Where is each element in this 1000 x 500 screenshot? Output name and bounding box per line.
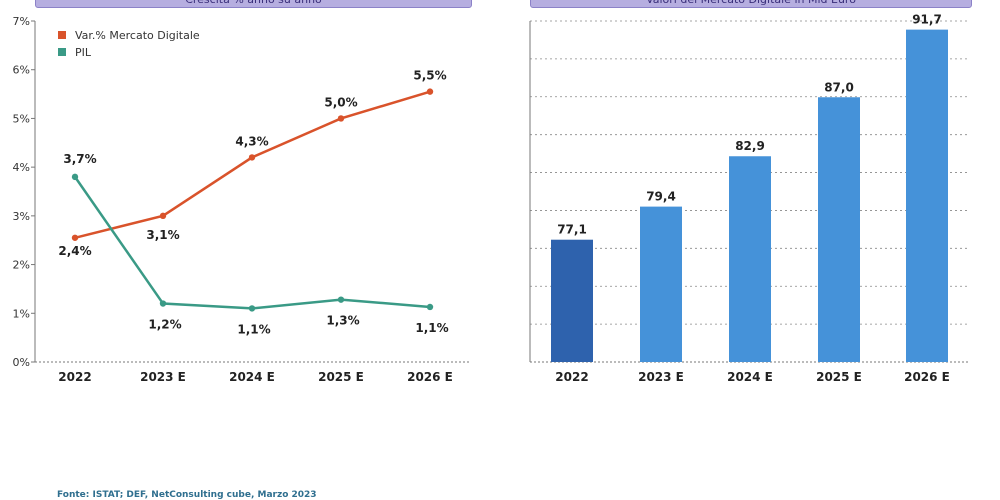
bar	[551, 239, 593, 362]
line-chart-y-tick-label: 4%	[13, 161, 30, 174]
line-chart-title: Crescita % anno su anno	[35, 0, 472, 8]
data-point	[248, 154, 256, 161]
line-chart-x-tick-label: 2022	[58, 370, 91, 384]
series-line-pil	[73, 176, 431, 310]
bar-chart-x-tick-label: 2026 E	[904, 370, 950, 384]
data-point	[71, 173, 79, 181]
line-chart-x-tick-label: 2023 E	[140, 370, 186, 384]
data-point	[248, 305, 256, 312]
bar-chart-x-tick-label: 2024 E	[727, 370, 773, 384]
data-label: 1,1%	[237, 322, 270, 336]
data-label: 5,5%	[413, 69, 446, 83]
data-label: 2,4%	[58, 244, 91, 258]
bar-value-label: 87,0	[824, 80, 854, 94]
legend-swatch-mercato-digitale	[58, 31, 66, 39]
bar-value-label: 82,9	[735, 139, 765, 153]
bar	[906, 29, 948, 363]
series-line-mercato-digitale	[74, 90, 431, 239]
data-point	[426, 88, 434, 95]
bar	[818, 97, 860, 362]
line-chart-x-tick-label: 2026 E	[407, 370, 453, 384]
bar-chart-x-tick-label: 2025 E	[816, 370, 862, 384]
data-label: 3,1%	[146, 228, 179, 242]
line-chart-x-tick-label: 2024 E	[229, 370, 275, 384]
line-chart-y-tick-label: 0%	[13, 356, 30, 369]
line-chart-y-tick-label: 2%	[13, 259, 30, 272]
data-point	[337, 296, 345, 303]
bar-value-label: 91,7	[912, 13, 942, 27]
bar-chart-x-tick-label: 2022	[555, 370, 588, 384]
bar	[729, 156, 771, 362]
data-label: 4,3%	[235, 134, 268, 148]
line-chart-y-tick-label: 1%	[13, 307, 30, 320]
legend-label-mercato-digitale: Var.% Mercato Digitale	[75, 29, 200, 42]
data-label: 1,2%	[148, 318, 181, 332]
data-label: 3,7%	[63, 152, 96, 166]
data-point	[337, 115, 345, 122]
legend-label-pil: PIL	[75, 46, 92, 59]
line-chart-x-tick-label: 2025 E	[318, 370, 364, 384]
line-chart-y-tick-label: 5%	[13, 112, 30, 125]
bar-chart-x-tick-label: 2023 E	[638, 370, 684, 384]
data-label: 1,3%	[326, 314, 359, 328]
data-point	[159, 212, 167, 220]
bar-chart-title: Valori del Mercato Digitale in Mld Euro	[530, 0, 972, 8]
line-chart-y-tick-label: 7%	[13, 15, 30, 28]
bar-value-label: 77,1	[557, 223, 587, 237]
line-chart-y-tick-label: 3%	[13, 210, 30, 223]
data-point	[71, 234, 79, 241]
bar	[640, 206, 682, 362]
source-footnote: Fonte: ISTAT; DEF, NetConsulting cube, M…	[57, 490, 317, 500]
data-label: 5,0%	[324, 95, 357, 109]
legend-swatch-pil	[58, 48, 66, 56]
line-chart-y-tick-label: 6%	[13, 64, 30, 77]
data-label: 1,1%	[415, 321, 448, 335]
data-point	[159, 300, 167, 307]
data-point	[426, 303, 434, 311]
bar-value-label: 79,4	[646, 190, 676, 204]
